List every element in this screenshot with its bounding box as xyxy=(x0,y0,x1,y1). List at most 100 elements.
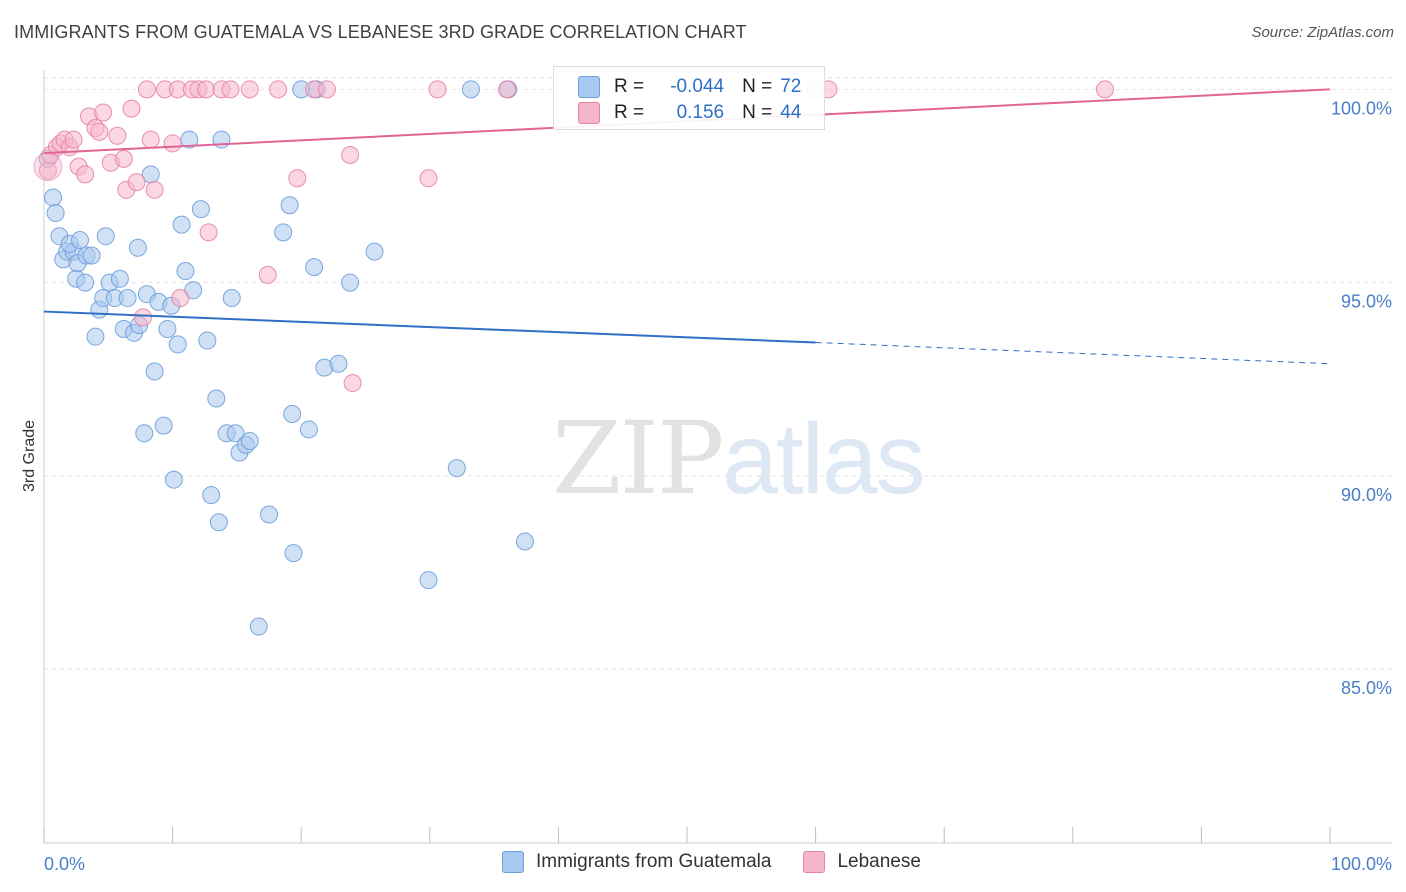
legend-n-label: N = xyxy=(742,76,773,97)
y-tick-label: 90.0% xyxy=(1341,485,1392,505)
data-point xyxy=(419,169,438,188)
data-point xyxy=(419,571,438,590)
data-point xyxy=(145,362,164,381)
data-point xyxy=(207,389,226,408)
trend-lines xyxy=(43,88,1331,365)
data-point xyxy=(134,308,153,327)
data-point xyxy=(128,238,147,257)
data-point xyxy=(158,319,177,338)
data-point xyxy=(274,223,293,242)
y-tick-label: 85.0% xyxy=(1341,678,1392,698)
data-point xyxy=(33,152,63,182)
data-point xyxy=(199,223,218,242)
data-point xyxy=(341,146,360,165)
data-point xyxy=(461,80,480,99)
series-lebanese xyxy=(38,80,1114,393)
grid xyxy=(44,77,1392,670)
data-point xyxy=(341,273,360,292)
watermark-zip: ZIP xyxy=(552,400,724,517)
data-point xyxy=(428,80,447,99)
data-point xyxy=(180,130,199,149)
data-point xyxy=(317,80,336,99)
data-point xyxy=(46,204,65,223)
tick-labels: 85.0% 90.0% 95.0% 100.0% 0.0% 100.0% xyxy=(44,98,1392,874)
data-point xyxy=(154,416,173,435)
data-point xyxy=(222,289,241,308)
data-point xyxy=(240,432,259,451)
data-point xyxy=(260,505,279,524)
data-point xyxy=(64,130,83,149)
data-point xyxy=(283,404,302,423)
data-point xyxy=(329,354,348,373)
data-point xyxy=(168,335,187,354)
legend-n-value: 44 xyxy=(780,102,802,123)
chart-title: IMMIGRANTS FROM GUATEMALA VS LEBANESE 3R… xyxy=(14,22,747,42)
data-point xyxy=(71,231,90,250)
legend-swatch-lebanese xyxy=(578,102,600,124)
data-point xyxy=(226,424,245,443)
x-tick-label: 100.0% xyxy=(1331,854,1392,874)
data-point xyxy=(141,130,160,149)
data-point xyxy=(305,258,324,277)
watermark: ZIPatlas xyxy=(552,400,926,517)
data-point xyxy=(197,80,216,99)
data-point xyxy=(44,188,63,207)
trend-line-guatemala-extension xyxy=(815,341,1331,365)
data-point xyxy=(447,459,466,478)
data-point xyxy=(82,246,101,265)
data-point xyxy=(1095,80,1114,99)
data-point xyxy=(299,420,318,439)
legend-r-label: R = xyxy=(614,76,645,97)
data-point xyxy=(280,196,299,215)
y-tick-label: 100.0% xyxy=(1331,98,1392,118)
data-point xyxy=(94,103,113,122)
legend-r-value: 0.156 xyxy=(676,102,725,123)
data-point xyxy=(269,80,288,99)
data-point xyxy=(209,513,228,532)
legend-label-guatemala: Immigrants from Guatemala xyxy=(536,851,772,872)
data-point xyxy=(122,99,141,118)
data-point xyxy=(86,327,105,346)
data-point xyxy=(171,289,190,308)
data-point xyxy=(114,149,133,168)
axes xyxy=(43,70,1392,844)
x-tick-label: 0.0% xyxy=(44,854,85,874)
legend-row-guatemala: R = -0.044 N = 72 xyxy=(578,75,801,99)
data-point xyxy=(127,173,146,192)
data-point xyxy=(515,532,534,551)
data-point xyxy=(176,261,195,280)
legend-label-lebanese: Lebanese xyxy=(837,851,921,872)
trend-line-guatemala xyxy=(43,310,816,344)
legend-item-lebanese: Lebanese xyxy=(803,851,921,873)
chart-source: Source: ZipAtlas.com xyxy=(1251,24,1394,41)
data-point xyxy=(76,273,95,292)
data-point xyxy=(258,265,277,284)
legend-swatch-guatemala xyxy=(502,851,524,873)
data-point xyxy=(135,424,154,443)
data-point xyxy=(172,215,191,234)
legend-r-value: -0.044 xyxy=(670,76,725,97)
data-point xyxy=(343,374,362,393)
data-point xyxy=(163,134,182,153)
data-point xyxy=(137,80,156,99)
data-point xyxy=(96,227,115,246)
watermark-atlas: atlas xyxy=(722,403,925,515)
legend-swatch-lebanese xyxy=(803,851,826,873)
data-point xyxy=(118,289,137,308)
series-guatemala xyxy=(38,80,825,636)
data-point xyxy=(221,80,240,99)
data-point xyxy=(202,486,221,505)
data-point xyxy=(145,180,164,199)
points xyxy=(33,80,1114,636)
data-point xyxy=(497,80,516,99)
data-point xyxy=(90,122,109,141)
legend-item-guatemala: Immigrants from Guatemala xyxy=(502,851,771,873)
data-point xyxy=(164,470,183,489)
series-legend: Immigrants from Guatemala Lebanese xyxy=(502,851,953,873)
legend-r-label: R = xyxy=(614,102,645,123)
data-point xyxy=(284,544,303,563)
data-point xyxy=(108,126,127,145)
y-axis-label: 3rd Grade xyxy=(21,420,38,492)
data-point xyxy=(249,617,268,636)
